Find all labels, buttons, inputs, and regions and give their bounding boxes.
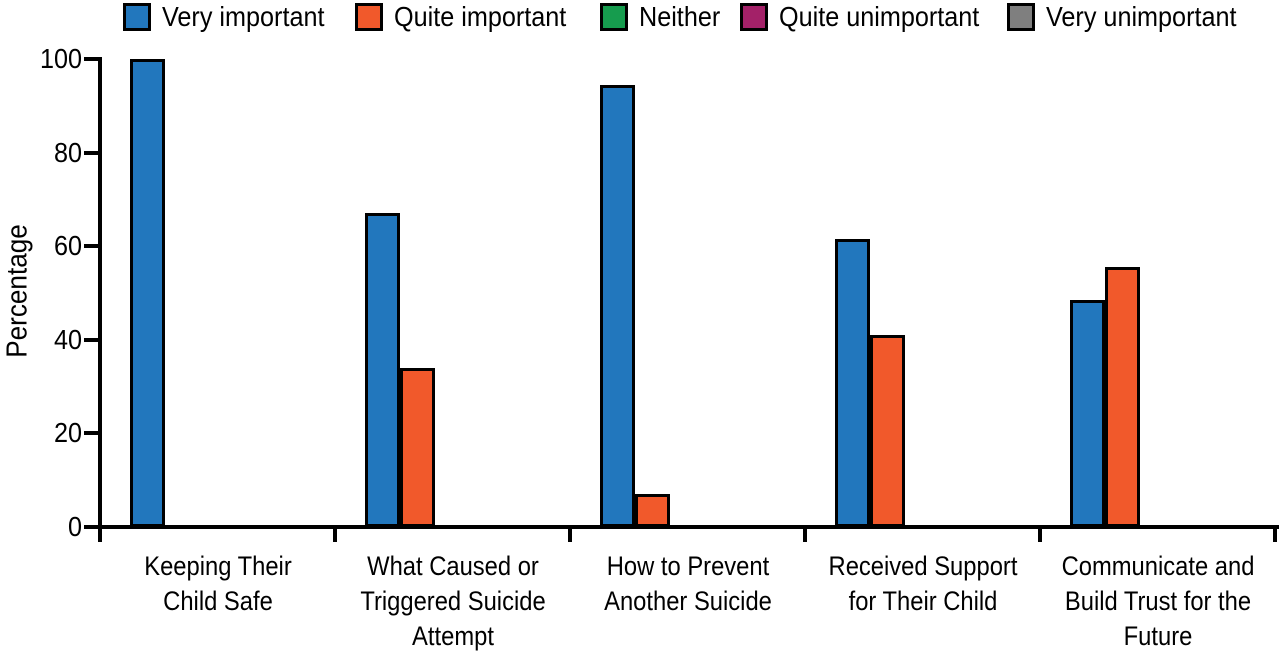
category-label-communicate-and-build-trust-for-the-future: Communicate and Build Trust for the Futu…: [1061, 551, 1254, 651]
y-tick-40: [84, 337, 100, 342]
y-tick-label-100: 100: [39, 43, 82, 74]
category-label-keeping-their-child-safe: Keeping Their Child Safe: [143, 551, 292, 616]
legend-swatch-quite-unimportant: [740, 3, 768, 31]
y-tick-label-0: 0: [67, 511, 82, 542]
bar-quite-important-received-support-for-their-child: [870, 335, 905, 527]
legend-item-very-unimportant: Very unimportant: [1007, 0, 1258, 34]
legend-label-quite-important: Quite important: [394, 1, 567, 32]
x-tick-1: [333, 525, 337, 542]
y-tick-0: [84, 525, 100, 529]
x-tick-5: [1273, 525, 1277, 542]
legend-item-quite-important: Quite important: [355, 0, 585, 34]
category-label-what-caused-or-triggered-suicide-attempt: What Caused or Triggered Suicide Attempt: [359, 551, 546, 651]
x-axis-line: [98, 525, 1279, 529]
y-tick-80: [84, 150, 100, 155]
bar-very-important-communicate-and-build-trust-for-the-future: [1070, 300, 1105, 527]
legend-label-very-important: Very important: [162, 1, 325, 32]
bar-very-important-received-support-for-their-child: [835, 239, 870, 527]
legend: Very important Quite important Neither Quit…: [0, 0, 1280, 36]
bar-quite-important-what-caused-or-triggered-suicide-attempt: [400, 367, 435, 527]
legend-swatch-very-important: [123, 3, 151, 31]
legend-swatch-neither: [600, 3, 628, 31]
y-tick-label-20: 20: [53, 417, 82, 449]
legend-swatch-quite-important: [355, 3, 383, 31]
bar-very-important-how-to-prevent-another-suicide: [600, 84, 635, 527]
legend-item-very-important: Very important: [123, 0, 343, 34]
legend-item-quite-unimportant: Quite unimportant: [740, 0, 1002, 34]
x-tick-3: [803, 525, 807, 542]
category-label-received-support-for-their-child: Received Support for Their Child: [828, 551, 1017, 616]
x-tick-4: [1038, 525, 1042, 542]
y-axis-line: [98, 57, 102, 529]
legend-label-very-unimportant: Very unimportant: [1046, 1, 1237, 32]
y-tick-60: [84, 244, 100, 249]
legend-label-neither: Neither: [639, 1, 721, 32]
legend-item-neither: Neither: [600, 0, 729, 34]
y-tick-label-60: 60: [53, 230, 82, 262]
category-label-how-to-prevent-another-suicide: How to Prevent Another Suicide: [603, 551, 772, 616]
legend-label-quite-unimportant: Quite unimportant: [779, 1, 980, 32]
y-tick-100: [84, 57, 100, 61]
y-tick-label-80: 80: [53, 136, 82, 168]
x-tick-2: [568, 525, 572, 542]
y-tick-label-40: 40: [53, 323, 82, 355]
bar-quite-important-how-to-prevent-another-suicide: [635, 494, 670, 527]
x-tick-0: [98, 525, 102, 542]
y-tick-20: [84, 431, 100, 436]
bar-quite-important-communicate-and-build-trust-for-the-future: [1105, 267, 1140, 527]
bar-very-important-keeping-their-child-safe: [130, 59, 165, 527]
bar-very-important-what-caused-or-triggered-suicide-attempt: [365, 213, 400, 527]
legend-swatch-very-unimportant: [1007, 3, 1035, 31]
